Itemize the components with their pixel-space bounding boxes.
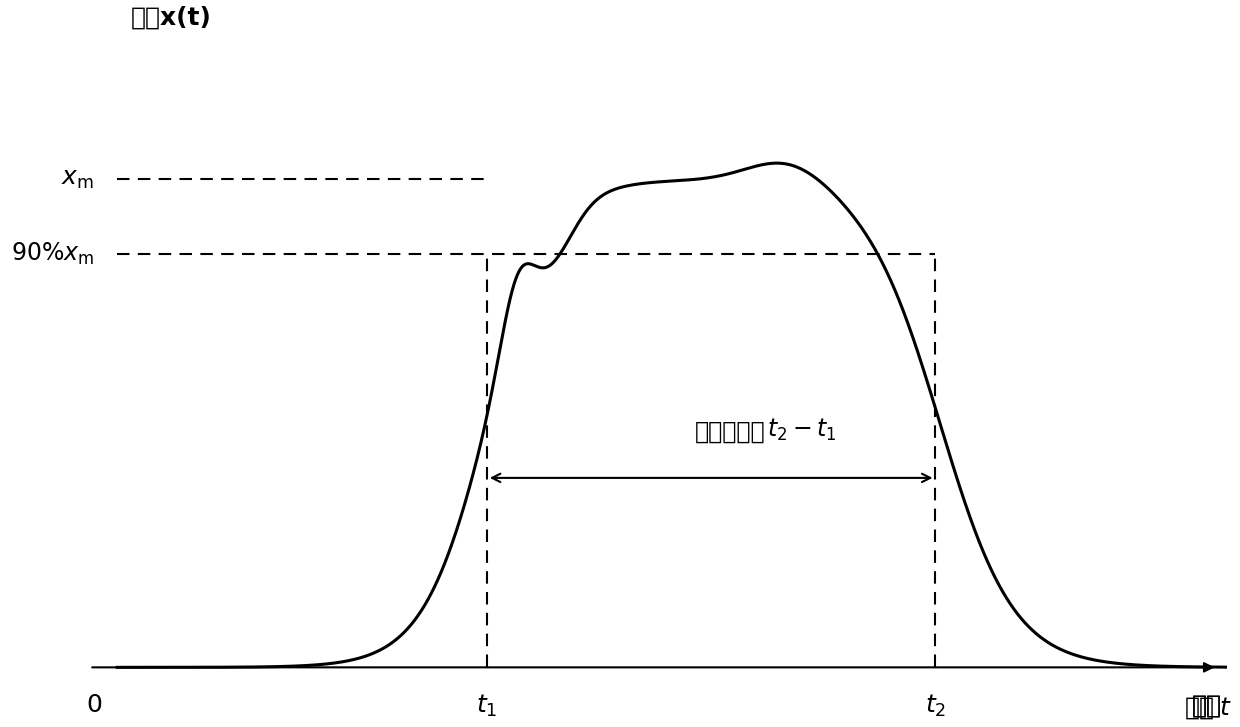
Text: 时间: 时间 <box>1192 693 1221 717</box>
Text: $x_\mathrm{m}$: $x_\mathrm{m}$ <box>61 167 94 191</box>
Text: $t_2$: $t_2$ <box>925 693 946 720</box>
Text: $90\%x_\mathrm{m}$: $90\%x_\mathrm{m}$ <box>11 241 94 267</box>
Text: $0$: $0$ <box>86 693 102 717</box>
Text: $t$: $t$ <box>1219 696 1231 720</box>
Text: $t_2-t_1$: $t_2-t_1$ <box>766 417 836 443</box>
Text: 脉冲x(t): 脉冲x(t) <box>131 6 212 30</box>
Text: 时间: 时间 <box>1185 696 1215 720</box>
Text: 平台期长度: 平台期长度 <box>694 419 765 443</box>
Text: $t_1$: $t_1$ <box>476 693 497 720</box>
Text: 时间: 时间 <box>1192 693 1221 717</box>
